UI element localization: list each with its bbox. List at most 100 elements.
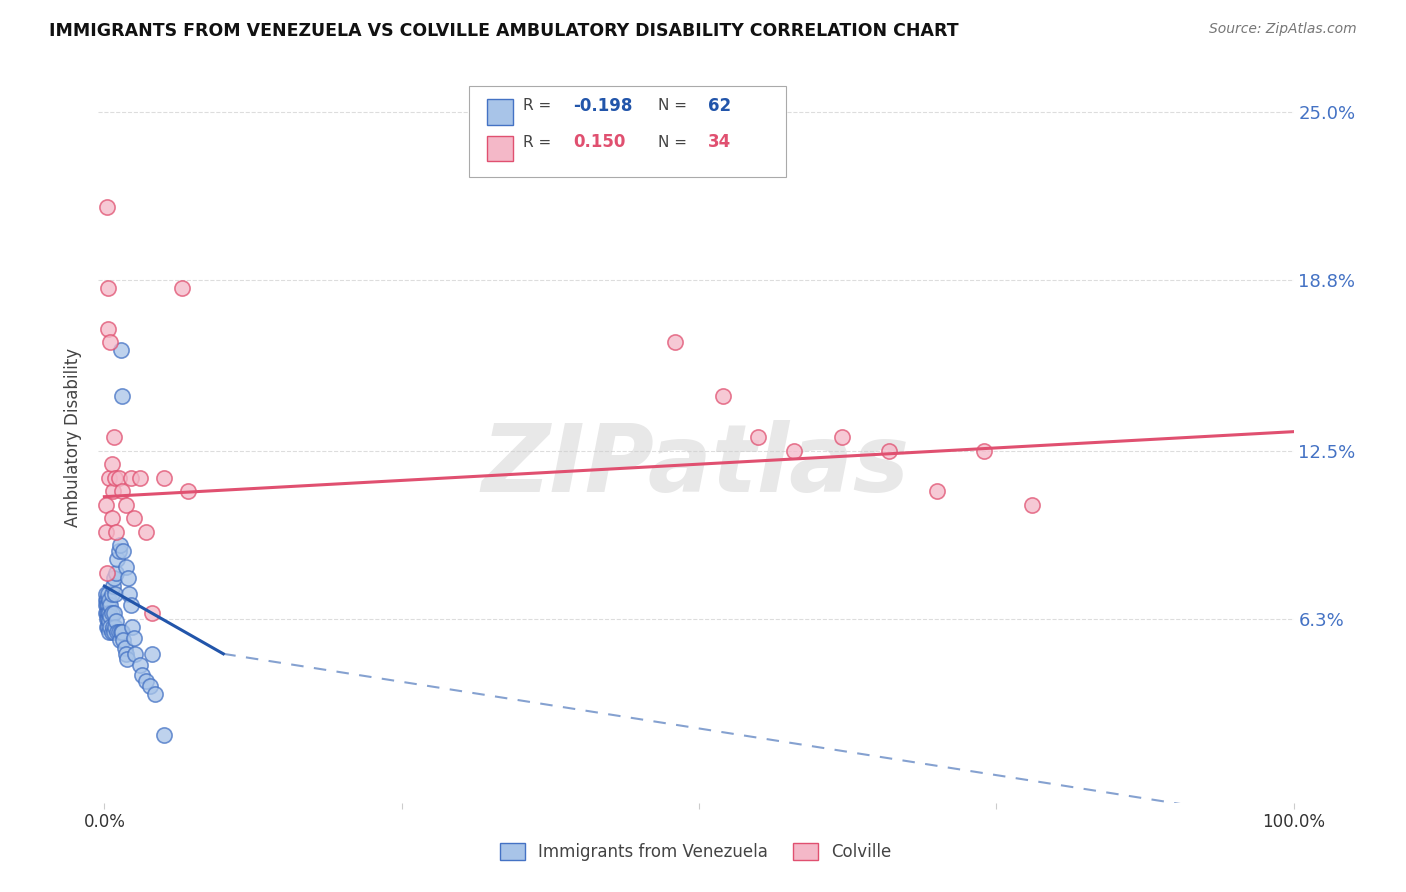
Legend: Immigrants from Venezuela, Colville: Immigrants from Venezuela, Colville — [494, 836, 898, 868]
Point — [96, 200, 118, 214]
Point — [114, 647, 136, 661]
Point — [98, 620, 121, 634]
Point — [96, 566, 118, 580]
Text: 34: 34 — [709, 133, 731, 152]
Point — [104, 471, 127, 485]
Point — [153, 471, 176, 485]
Point — [101, 579, 124, 593]
Point — [108, 633, 131, 648]
Point — [100, 457, 122, 471]
Point — [98, 625, 121, 640]
Point — [122, 631, 145, 645]
Point — [104, 587, 127, 601]
Point — [114, 641, 136, 656]
Point — [103, 430, 125, 444]
Point — [925, 484, 948, 499]
Point — [94, 524, 117, 539]
Point — [783, 443, 806, 458]
Point — [98, 598, 121, 612]
Point — [103, 571, 125, 585]
Text: N =: N = — [658, 98, 692, 113]
Point — [664, 335, 686, 350]
Point — [711, 389, 734, 403]
Point — [138, 679, 160, 693]
Point — [135, 524, 157, 539]
Point — [877, 443, 900, 458]
Point — [131, 668, 153, 682]
Point — [115, 652, 138, 666]
Point — [107, 544, 129, 558]
Text: N =: N = — [658, 135, 692, 150]
Point — [100, 625, 122, 640]
Point — [124, 647, 146, 661]
Point — [96, 620, 118, 634]
Point — [107, 625, 129, 640]
Point — [101, 484, 124, 499]
Point — [120, 598, 142, 612]
Text: 62: 62 — [709, 96, 731, 115]
Point — [97, 281, 120, 295]
Point — [97, 587, 120, 601]
Point — [121, 620, 143, 634]
Point — [110, 343, 132, 358]
Point — [96, 598, 118, 612]
Point — [96, 592, 118, 607]
Y-axis label: Ambulatory Disability: Ambulatory Disability — [65, 348, 83, 526]
Point — [103, 606, 125, 620]
Point — [104, 620, 127, 634]
Point — [114, 498, 136, 512]
Point — [111, 625, 134, 640]
Point — [117, 571, 139, 585]
Point — [101, 620, 124, 634]
Point — [747, 430, 769, 444]
Point — [98, 471, 121, 485]
Point — [98, 606, 121, 620]
FancyBboxPatch shape — [486, 136, 513, 161]
Point — [97, 322, 120, 336]
Point — [97, 606, 120, 620]
Point — [129, 657, 152, 672]
Point — [94, 587, 117, 601]
Point — [108, 538, 131, 552]
Text: Source: ZipAtlas.com: Source: ZipAtlas.com — [1209, 22, 1357, 37]
Text: R =: R = — [523, 98, 555, 113]
Point — [112, 544, 135, 558]
Point — [94, 592, 117, 607]
Point — [1021, 498, 1043, 512]
Point — [97, 620, 120, 634]
Point — [153, 728, 176, 742]
Point — [107, 471, 129, 485]
Point — [96, 606, 118, 620]
Point — [122, 511, 145, 525]
Point — [111, 389, 134, 403]
Point — [141, 606, 163, 620]
Point — [135, 673, 157, 688]
Point — [94, 498, 117, 512]
Point — [107, 552, 129, 566]
Point — [103, 625, 125, 640]
Point — [112, 633, 135, 648]
Point — [100, 606, 122, 620]
Point — [118, 587, 141, 601]
FancyBboxPatch shape — [470, 86, 786, 178]
Point — [98, 608, 121, 623]
FancyBboxPatch shape — [486, 99, 513, 125]
Point — [105, 566, 128, 580]
Point — [94, 598, 117, 612]
Point — [97, 611, 120, 625]
Text: 0.150: 0.150 — [572, 133, 626, 152]
Point — [176, 484, 198, 499]
Point — [96, 611, 118, 625]
Point — [105, 615, 128, 629]
Point — [170, 281, 193, 295]
Point — [98, 615, 121, 629]
Point — [831, 430, 853, 444]
Point — [120, 471, 142, 485]
Point — [98, 335, 121, 350]
Point — [973, 443, 995, 458]
Point — [145, 688, 167, 702]
Point — [98, 592, 121, 607]
Text: ZIPatlas: ZIPatlas — [482, 420, 910, 512]
Point — [107, 625, 129, 640]
Point — [141, 647, 163, 661]
